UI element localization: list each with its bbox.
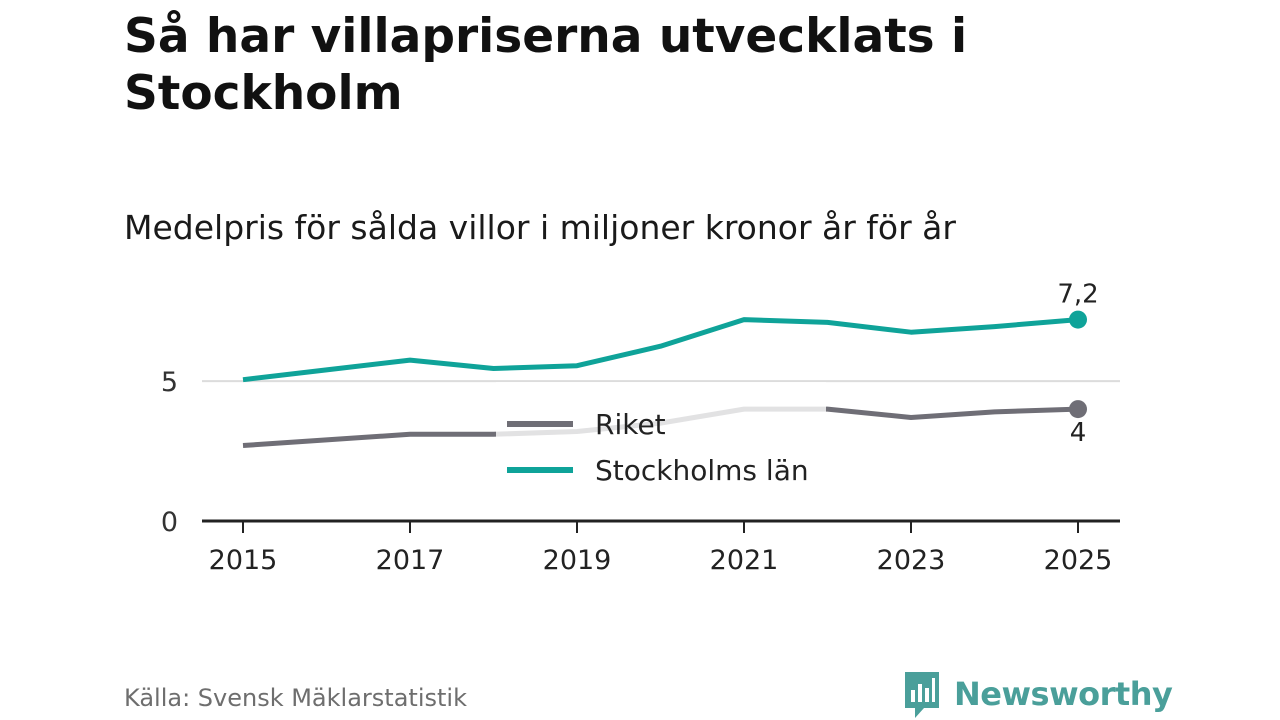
brand-logo: Newsworthy — [902, 668, 1173, 720]
x-tick-label: 2025 — [1044, 545, 1113, 576]
source-note: Källa: Svensk Mäklarstatistik — [124, 684, 467, 712]
series-line-stockholms-lan — [242, 317, 1079, 383]
data-label-stockholms-lan: 7,2 — [1057, 280, 1098, 310]
x-tick-label: 2019 — [543, 545, 612, 576]
x-tick-label: 2015 — [209, 545, 278, 576]
chart-subtitle: Medelpris för sålda villor i miljoner kr… — [124, 208, 956, 247]
endpoint-stockholms-lan — [1069, 310, 1087, 329]
endpoint-riket — [1069, 400, 1087, 419]
x-tick-label: 2023 — [877, 545, 946, 576]
newsworthy-logo-icon — [905, 672, 939, 718]
chart-title: Så har villapriserna utvecklats i Stockh… — [124, 9, 968, 121]
legend-label: Stockholms län — [595, 454, 809, 487]
data-label-riket: 4 — [1070, 418, 1087, 448]
x-tick-label: 2021 — [710, 545, 779, 576]
brand-name: Newsworthy — [954, 675, 1173, 713]
y-tick-label: 5 — [161, 367, 178, 398]
y-tick-label: 0 — [161, 507, 178, 538]
x-tick-label: 2017 — [376, 545, 445, 576]
legend-label: Riket — [595, 408, 666, 441]
